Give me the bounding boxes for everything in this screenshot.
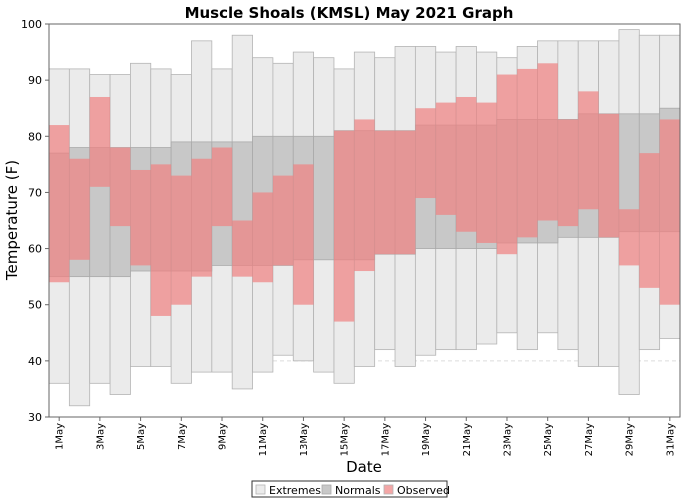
x-tick-label: 19May — [421, 423, 432, 456]
observed-bar — [354, 119, 375, 272]
y-tick-label: 30 — [28, 411, 42, 424]
observed-bar — [89, 96, 111, 187]
observed-bar — [496, 74, 518, 255]
observed-bar — [395, 130, 416, 255]
y-axis-title: Temperature (F) — [3, 160, 21, 281]
legend-label: Normals — [335, 484, 381, 497]
observed-bar — [374, 130, 396, 255]
y-tick-label: 40 — [28, 355, 42, 368]
observed-bar — [435, 102, 457, 215]
x-tick-label: 15May — [340, 423, 351, 456]
x-tick-label: 7May — [177, 423, 188, 450]
x-tick-label: 29May — [625, 423, 636, 456]
observed-bar — [517, 68, 538, 238]
observed-bar — [130, 169, 151, 266]
legend-label: Observed — [397, 484, 450, 497]
observed-bar — [639, 153, 660, 288]
observed-bar — [293, 164, 314, 305]
y-tick-label: 100 — [21, 18, 42, 31]
x-tick-label: 3May — [95, 423, 106, 450]
observed-bar — [191, 158, 212, 277]
legend-swatch — [255, 484, 266, 495]
observed-bar — [598, 113, 619, 238]
observed-bar — [150, 164, 172, 316]
y-tick-label: 70 — [28, 186, 42, 199]
x-tick-label: 17May — [380, 423, 391, 456]
plot-area-frame — [48, 23, 681, 418]
observed-bar — [211, 147, 233, 227]
normal-bar — [313, 135, 335, 261]
observed-bar — [537, 63, 558, 221]
observed-bar — [49, 125, 70, 283]
x-tick-label: 5May — [136, 423, 147, 450]
observed-bar — [110, 147, 131, 227]
observed-bar — [456, 96, 477, 232]
x-axis-ticks: 1May 3May 5May 7May 9May 11May 13May 15May 17May… — [55, 417, 676, 456]
y-tick-label: 90 — [28, 74, 42, 87]
chart-title: Muscle Shoals (KMSL) May 2021 Graph — [185, 4, 514, 22]
legend-label: Extremes — [269, 484, 321, 497]
observed-bar — [171, 175, 192, 305]
x-tick-label: 21May — [462, 423, 473, 456]
x-tick-label: 13May — [299, 423, 310, 456]
x-tick-label: 1May — [55, 423, 66, 450]
x-tick-label: 27May — [584, 423, 595, 456]
observed-bar — [69, 158, 90, 260]
legend-swatch — [321, 484, 332, 495]
observed-bar — [618, 209, 640, 266]
legend: Extremes Normals Observed — [251, 480, 450, 498]
legend-swatch — [383, 484, 394, 495]
observed-bar — [272, 175, 294, 266]
y-tick-label: 80 — [28, 130, 42, 143]
y-tick-label: 60 — [28, 243, 42, 256]
x-tick-label: 25May — [543, 423, 554, 456]
observed-bars — [49, 63, 680, 322]
y-axis-ticks: 30 40 50 60 70 80 90 100 — [21, 18, 49, 424]
observed-bar — [333, 130, 355, 322]
observed-bar — [659, 119, 680, 305]
observed-bar — [232, 220, 253, 277]
x-tick-label: 23May — [502, 423, 513, 456]
observed-bar — [557, 119, 579, 227]
observed-bar — [252, 192, 273, 283]
observed-bar — [476, 102, 497, 243]
x-axis-title: Date — [346, 458, 382, 476]
observed-bar — [415, 108, 436, 199]
observed-bar — [578, 91, 599, 210]
x-tick-label: 11May — [258, 423, 269, 456]
x-tick-label: 9May — [218, 423, 229, 450]
legend-box — [251, 480, 448, 498]
y-tick-label: 50 — [28, 299, 42, 312]
x-tick-label: 31May — [665, 423, 676, 456]
